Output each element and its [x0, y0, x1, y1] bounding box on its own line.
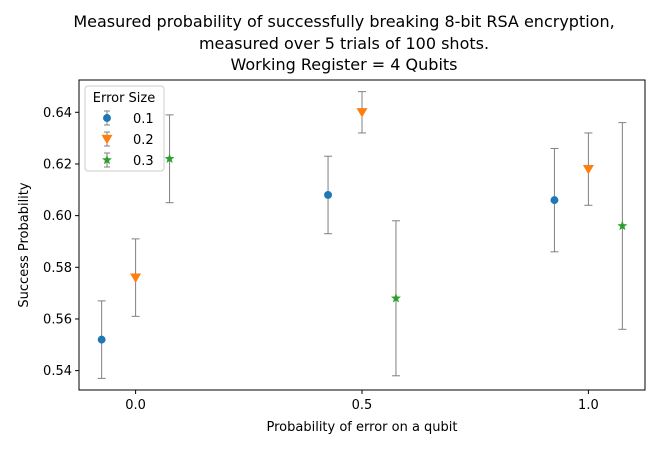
data-point — [130, 273, 142, 283]
legend-title: Error Size — [93, 91, 156, 106]
data-point — [164, 153, 175, 164]
x-axis-label: Probability of error on a qubit — [267, 420, 458, 435]
y-tick-label: 0.56 — [43, 312, 72, 327]
data-point — [97, 335, 106, 344]
data-point — [390, 293, 401, 303]
data-point — [617, 220, 628, 231]
x-tick-label: 0.0 — [125, 398, 146, 413]
y-axis-label: Success Probability — [17, 182, 32, 307]
y-tick-label: 0.64 — [43, 106, 72, 121]
legend: Error Size 0.1 0.2 0.3 — [84, 85, 165, 172]
axes: 0.54 0.56 0.58 0.60 0.62 0.64 0.0 0.5 1.0 — [43, 79, 646, 413]
plot-marks — [97, 91, 628, 379]
chart-title-line-1: Measured probability of successfully bre… — [73, 12, 614, 31]
y-tick-label: 0.62 — [43, 157, 72, 172]
data-point — [324, 190, 333, 199]
legend-label: 0.1 — [133, 112, 154, 127]
y-tick-label: 0.60 — [43, 209, 72, 224]
y-tick-label: 0.54 — [43, 364, 72, 379]
legend-label: 0.3 — [133, 154, 154, 169]
legend-marker — [102, 154, 112, 165]
legend-box — [84, 85, 165, 172]
legend-label: 0.2 — [133, 133, 154, 148]
x-tick-label: 0.5 — [352, 398, 373, 413]
data-point — [550, 196, 559, 205]
chart-title-line-3: Working Register = 4 Qubits — [230, 55, 457, 74]
y-tick-label: 0.58 — [43, 261, 72, 276]
data-point — [356, 108, 368, 118]
legend-marker — [103, 114, 111, 122]
x-tick-label: 1.0 — [578, 398, 599, 413]
legend-marker — [101, 134, 113, 145]
chart-title-line-2: measured over 5 trials of 100 shots. — [199, 34, 489, 53]
data-point — [582, 165, 594, 175]
